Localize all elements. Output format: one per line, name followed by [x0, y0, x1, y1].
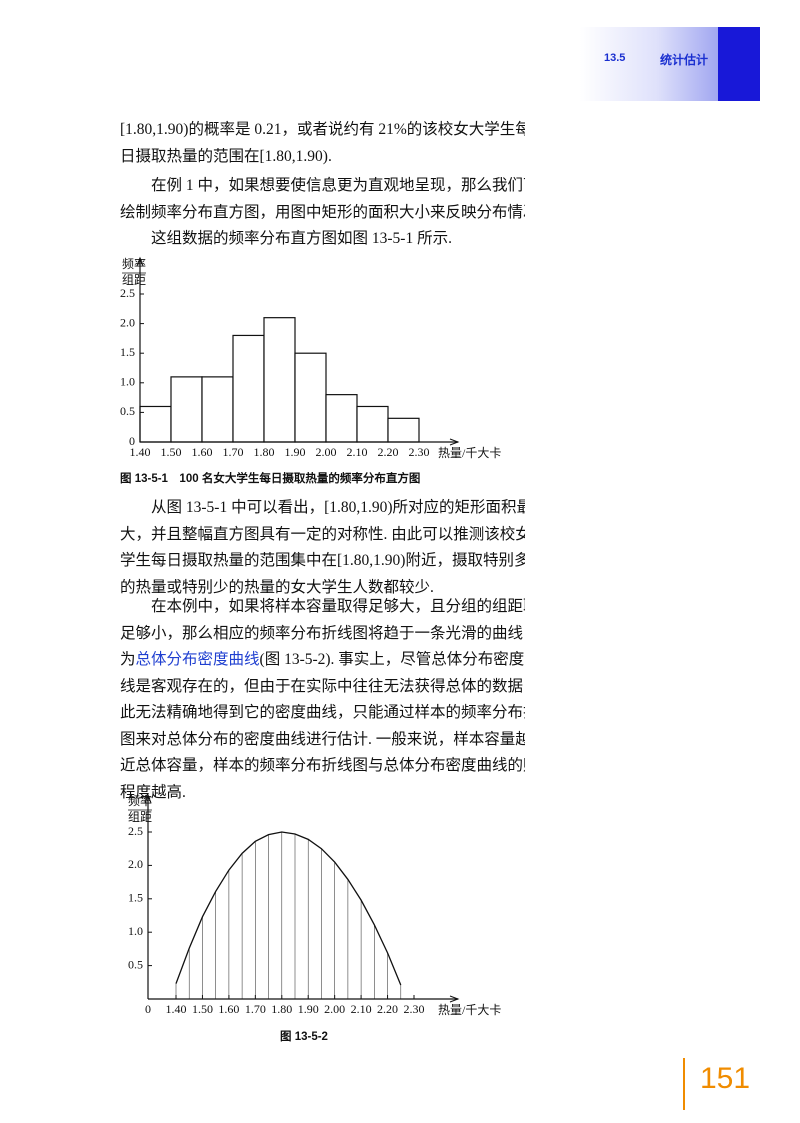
bar: [139, 405, 172, 443]
paragraph: 在本例中，如果将样本容量取得足够大，且分组的组距取得足够小，那么相应的频率分布折…: [120, 594, 525, 806]
y-tick-label: 1.0: [120, 375, 135, 389]
x-tick-label: 2.00: [324, 1002, 345, 1016]
y-tick-label: 2.5: [120, 286, 135, 300]
text-line: 这组数据的频率分布直方图如图 13-5-1 所示.: [151, 230, 452, 247]
text-line: 程度越高.: [120, 783, 186, 801]
density-curve: [175, 831, 402, 986]
y-tick-label: 2.5: [128, 824, 143, 838]
text-line: 的热量或特别少的热量的女大学生人数都较少.: [120, 578, 434, 596]
bar: [294, 352, 327, 443]
text-line: 此无法精确地得到它的密度曲线，只能通过样本的频率分布折线: [120, 704, 525, 721]
x-tick-label: 2.10: [351, 1002, 372, 1016]
x-axis-label: 热量/千大卡: [438, 446, 501, 460]
x-tick-label: 1.50: [192, 1002, 213, 1016]
y-axis-arrow: [144, 793, 152, 804]
paragraph: [1.80,1.90)的概率是 0.21，或者说约有 21%的该校女大学生每 日摄…: [120, 117, 525, 170]
bar: [356, 405, 389, 443]
y-tick-label: 0: [129, 434, 135, 448]
y-axis-arrow: [136, 256, 144, 267]
x-axis-label: 热量/千大卡: [438, 1003, 501, 1017]
bar: [387, 417, 420, 443]
text-line: 学生每日摄取热量的范围集中在[1.80,1.90)附近，摄取特别多: [120, 552, 525, 569]
y-label-numerator: 频率: [128, 793, 152, 808]
figure-caption: 图 13-5-2: [280, 1029, 328, 1043]
y-tick-label: 1.5: [128, 891, 143, 905]
x-tick-label: 1.60: [218, 1002, 239, 1016]
x-tick-label: 1.70: [223, 445, 244, 459]
page-number: 151: [700, 1062, 751, 1095]
x-tick-label: 2.20: [378, 445, 399, 459]
bar: [325, 394, 358, 443]
x-tick-label: 2.30: [409, 445, 430, 459]
y-tick-label: 0.5: [120, 404, 135, 418]
bar: [201, 376, 234, 443]
bar: [263, 317, 296, 443]
bar: [232, 334, 265, 443]
y-label-numerator: 频率: [122, 256, 146, 271]
highlight-term: 总体分布密度曲线: [135, 651, 260, 668]
x-axis-arrow: [449, 995, 460, 1003]
section-title: 统计估计: [660, 53, 709, 67]
text-line: 在例 1 中，如果想要使信息更为直观地呈现，那么我们可以: [151, 177, 525, 194]
y-label-denominator: 组距: [128, 810, 152, 824]
text-line: 在本例中，如果将样本容量取得足够大，且分组的组距取得: [151, 598, 525, 615]
origin-label: 0: [145, 1002, 151, 1016]
bar: [170, 376, 203, 443]
x-axis-arrow: [449, 438, 460, 446]
text-line: 线是客观存在的，但由于在实际中往往无法获得总体的数据，因: [120, 677, 525, 695]
text-line: 大，并且整幅直方图具有一定的对称性. 由此可以推测该校女大: [120, 525, 525, 543]
paragraph: 在例 1 中，如果想要使信息更为直观地呈现，那么我们可以绘制频率分布直方图，用图…: [120, 173, 525, 226]
x-tick-label: 1.70: [245, 1002, 266, 1016]
paragraph: 这组数据的频率分布直方图如图 13-5-1 所示.: [120, 226, 525, 253]
text-line: 足够小，那么相应的频率分布折线图将趋于一条光滑的曲线，称: [120, 624, 525, 642]
text-line: 从图 13-5-1 中可以看出，[1.80,1.90)所对应的矩形面积最: [151, 499, 525, 516]
text-span: 为: [120, 651, 136, 668]
x-tick-label: 1.90: [285, 445, 306, 459]
y-tick-label: 2.0: [128, 857, 143, 871]
y-label-denominator: 组距: [122, 273, 146, 287]
header-band: [580, 27, 720, 101]
text-span: (图 13-5-2). 事实上，尽管总体分布密度曲: [259, 651, 525, 668]
section-number: 13.5: [604, 52, 626, 64]
x-tick-label: 2.30: [404, 1002, 425, 1016]
x-tick-label: 1.90: [298, 1002, 319, 1016]
x-tick-label: 2.00: [316, 445, 337, 459]
text-line: 为总体分布密度曲线(图 13-5-2). 事实上，尽管总体分布密度曲: [120, 647, 525, 674]
page-number-rule: [683, 1058, 685, 1110]
y-tick-label: 0.5: [128, 957, 143, 971]
x-tick-label: 1.40: [166, 1002, 187, 1016]
x-tick-label: 2.10: [347, 445, 368, 459]
x-tick-label: 1.40: [130, 445, 151, 459]
x-tick-label: 1.60: [192, 445, 213, 459]
figure-caption: 图 13-5-1 100 名女大学生每日摄取热量的频率分布直方图: [120, 471, 420, 485]
x-tick-label: 2.20: [377, 1002, 398, 1016]
text-line: 绘制频率分布直方图，用图中矩形的面积大小来反映分布情况.: [120, 203, 525, 221]
text-line: 日摄取热量的范围在[1.80,1.90).: [120, 147, 332, 165]
x-tick-label: 1.50: [161, 445, 182, 459]
header-block: [718, 27, 760, 101]
y-tick-label: 1.5: [120, 345, 135, 359]
y-tick-label: 2.0: [120, 315, 135, 329]
text-line: 近总体容量，样本的频率分布折线图与总体分布密度曲线的贴近: [120, 757, 525, 774]
paragraph: 从图 13-5-1 中可以看出，[1.80,1.90)所对应的矩形面积最大，并且…: [120, 495, 525, 601]
x-tick-label: 1.80: [254, 445, 275, 459]
text-line: [1.80,1.90)的概率是 0.21，或者说约有 21%的该校女大学生每: [120, 121, 525, 138]
x-tick-label: 1.80: [271, 1002, 292, 1016]
text-line: 图来对总体分布的密度曲线进行估计. 一般来说，样本容量越接: [120, 730, 525, 748]
y-tick-label: 1.0: [128, 924, 143, 938]
